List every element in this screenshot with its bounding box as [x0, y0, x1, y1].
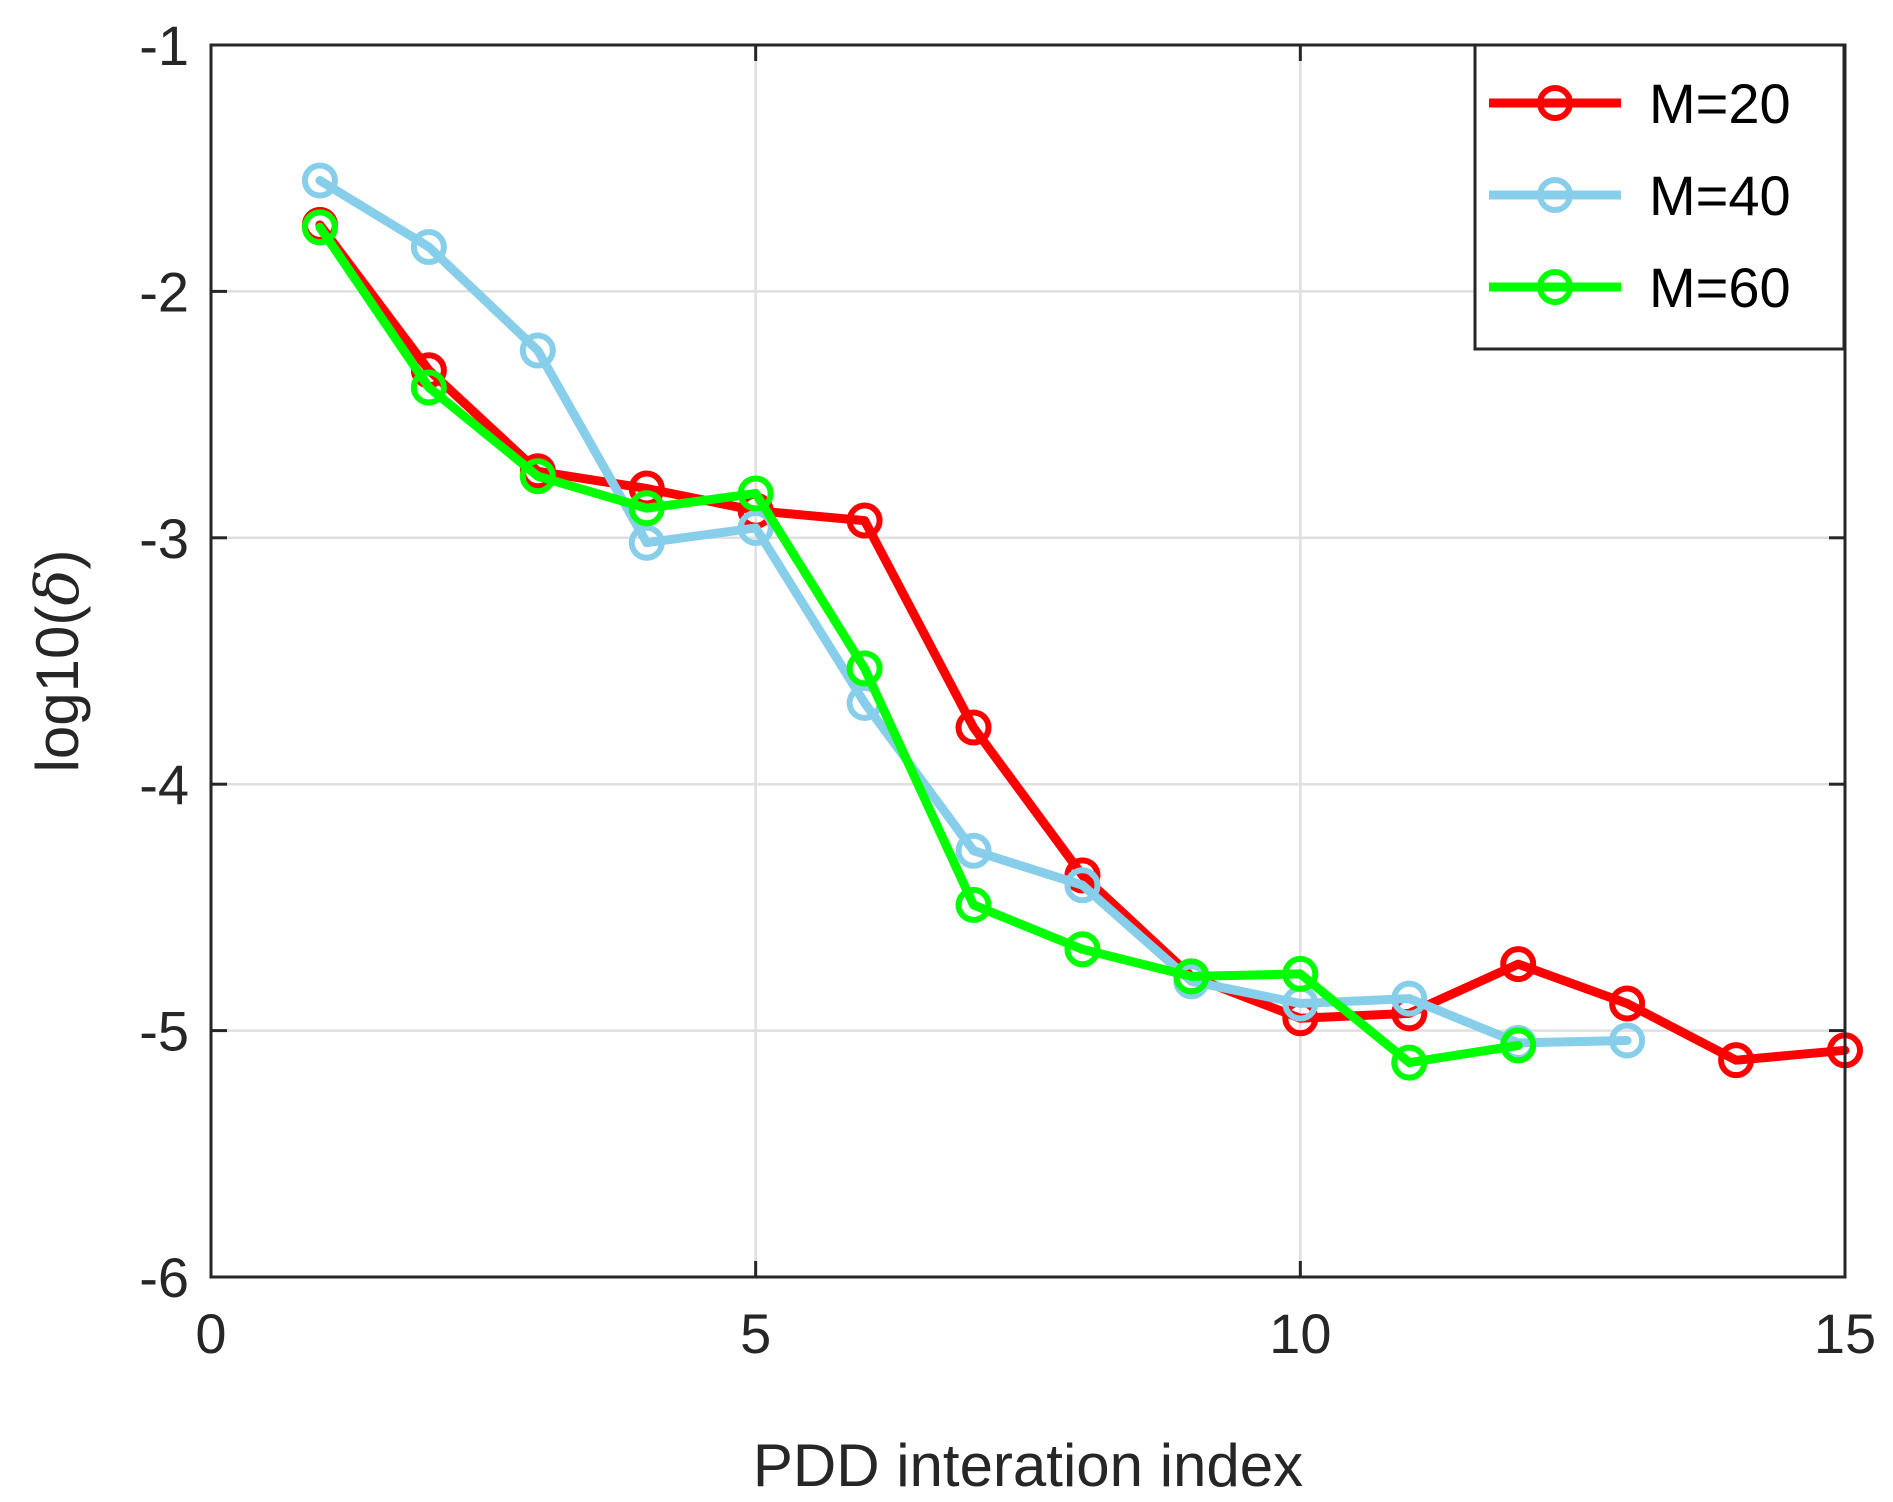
data-point: [410, 229, 447, 266]
y-tick-label: -4: [139, 753, 189, 816]
data-point: [955, 709, 992, 746]
data-point: [1391, 980, 1428, 1017]
data-point: [301, 209, 338, 246]
data-point: [1609, 985, 1646, 1022]
data-point: [1064, 931, 1101, 968]
series-line: [315, 176, 1632, 1048]
series-lines: [301, 162, 1863, 1081]
data-point: [1718, 1042, 1755, 1079]
axes-box: [209, 43, 1847, 1279]
data-point: [955, 886, 992, 923]
data-point: [628, 490, 665, 527]
y-axis-label-suffix: ): [24, 550, 91, 570]
data-point: [846, 650, 883, 687]
data-point: [628, 524, 665, 561]
y-tick-label: -2: [139, 260, 189, 323]
series-line: [315, 220, 1850, 1065]
legend: M=20 M=40 M=60: [1473, 43, 1846, 351]
data-point: [737, 509, 774, 546]
y-axis-label-symbol: δ: [23, 570, 93, 606]
data-point: [301, 162, 338, 199]
data-point: [1064, 867, 1101, 904]
legend-marker: [1537, 269, 1573, 305]
grid: [211, 45, 1845, 1277]
data-point: [846, 502, 883, 539]
data-point: [1391, 1044, 1428, 1081]
x-tick-label: 10: [1269, 1302, 1331, 1365]
legend-marker: [1537, 177, 1573, 213]
data-point: [519, 458, 556, 495]
y-tick-label: -1: [139, 14, 189, 77]
x-tick-label: 0: [195, 1302, 226, 1365]
legend-marker: [1537, 85, 1573, 121]
data-point: [955, 832, 992, 869]
data-point: [1282, 955, 1319, 992]
tick-labels: 0 5 10 15 -1 -2 -3 -4 -5 -6: [139, 14, 1876, 1365]
legend-entry: M=60: [1649, 256, 1791, 319]
legend-entry: M=40: [1649, 164, 1791, 227]
y-tick-label: -6: [139, 1246, 189, 1309]
x-tick-label: 15: [1814, 1302, 1876, 1365]
legend-entry: M=20: [1649, 72, 1791, 135]
x-tick-label: 5: [740, 1302, 771, 1365]
data-point: [1500, 946, 1537, 983]
data-point: [410, 369, 447, 406]
series-M=60: [301, 209, 1537, 1081]
y-axis-label: log10(δ): [23, 550, 93, 773]
data-point: [1173, 958, 1210, 995]
data-point: [737, 475, 774, 512]
y-tick-label: -5: [139, 1000, 189, 1063]
data-point: [1500, 1027, 1537, 1064]
y-axis-label-prefix: log10(: [24, 606, 91, 773]
series-line: [315, 222, 1523, 1068]
data-point: [519, 332, 556, 369]
y-tick-label: -3: [139, 507, 189, 570]
x-axis-label: PDD interation index: [753, 1432, 1303, 1499]
data-point: [1609, 1022, 1646, 1059]
